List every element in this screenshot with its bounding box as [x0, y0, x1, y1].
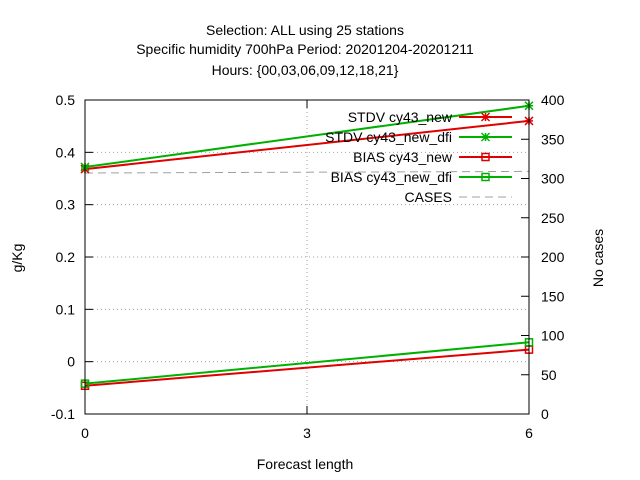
- legend-label: CASES: [405, 189, 452, 205]
- series-line-0: [84, 119, 530, 171]
- legend-label: STDV cy43_new: [348, 109, 453, 125]
- x-tick-label: 0: [81, 425, 89, 441]
- y2-tick-label: 300: [541, 171, 565, 187]
- legend-label: BIAS cy43_new_dfi: [331, 169, 452, 185]
- y2-tick-label: 250: [541, 210, 565, 226]
- series-line-3: [84, 341, 530, 385]
- chart-title: Selection: ALL using 25 stations Specifi…: [136, 22, 474, 78]
- legend-label: STDV cy43_new_dfi: [325, 129, 452, 145]
- legend-sample-marker: [480, 112, 491, 122]
- y2-tick-label: 150: [541, 288, 565, 304]
- legend-sample-marker: [481, 152, 490, 162]
- title-line-1: Selection: ALL using 25 stations: [206, 22, 404, 38]
- grid: [85, 100, 529, 414]
- y-axis-label: g/Kg: [9, 244, 25, 273]
- y2-tick-label: 350: [541, 131, 565, 147]
- data-series: [80, 101, 534, 390]
- x-axis-label: Forecast length: [257, 456, 354, 472]
- series-line-4: [84, 170, 530, 174]
- y2-tick-label: 200: [541, 249, 565, 265]
- y-tick-label: 0.5: [56, 92, 76, 108]
- x-tick-label: 6: [525, 425, 533, 441]
- y2-tick-label: 100: [541, 328, 565, 344]
- y-tick-label: 0.1: [56, 301, 76, 317]
- legend-sample-marker: [480, 132, 491, 142]
- series-line-1: [84, 104, 530, 168]
- marker-stroke: [480, 132, 491, 142]
- y-tick-label: -0.1: [51, 406, 75, 422]
- legend-label: BIAS cy43_new: [353, 149, 453, 165]
- marker-stroke: [480, 112, 491, 122]
- y2-axis-label: No cases: [590, 229, 606, 287]
- y-tick-label: 0.2: [56, 249, 76, 265]
- title-line-3: Hours: {00,03,06,09,12,18,21}: [212, 62, 399, 78]
- legend: STDV cy43_new STDV cy43_new_dfi BIAS cy43_…: [325, 109, 512, 205]
- y2-tick-label: 400: [541, 92, 565, 108]
- y2-tick-label: 50: [541, 367, 557, 383]
- y2-tick-label: 0: [541, 406, 549, 422]
- series-line-2: [84, 348, 530, 387]
- cases-series: [84, 170, 530, 174]
- y-tick-label: 0.3: [56, 197, 76, 213]
- legend-sample-marker: [481, 172, 490, 182]
- x-tick-label: 3: [303, 425, 311, 441]
- y-tick-label: 0: [67, 354, 75, 370]
- axis-ticks: -0.1 0 0.1 0.2 0.3 0.4 0.5 0 50 100 150 200 250 300 35…: [51, 92, 565, 441]
- y-tick-label: 0.4: [56, 144, 76, 160]
- title-line-2: Specific humidity 700hPa Period: 2020120…: [136, 41, 474, 57]
